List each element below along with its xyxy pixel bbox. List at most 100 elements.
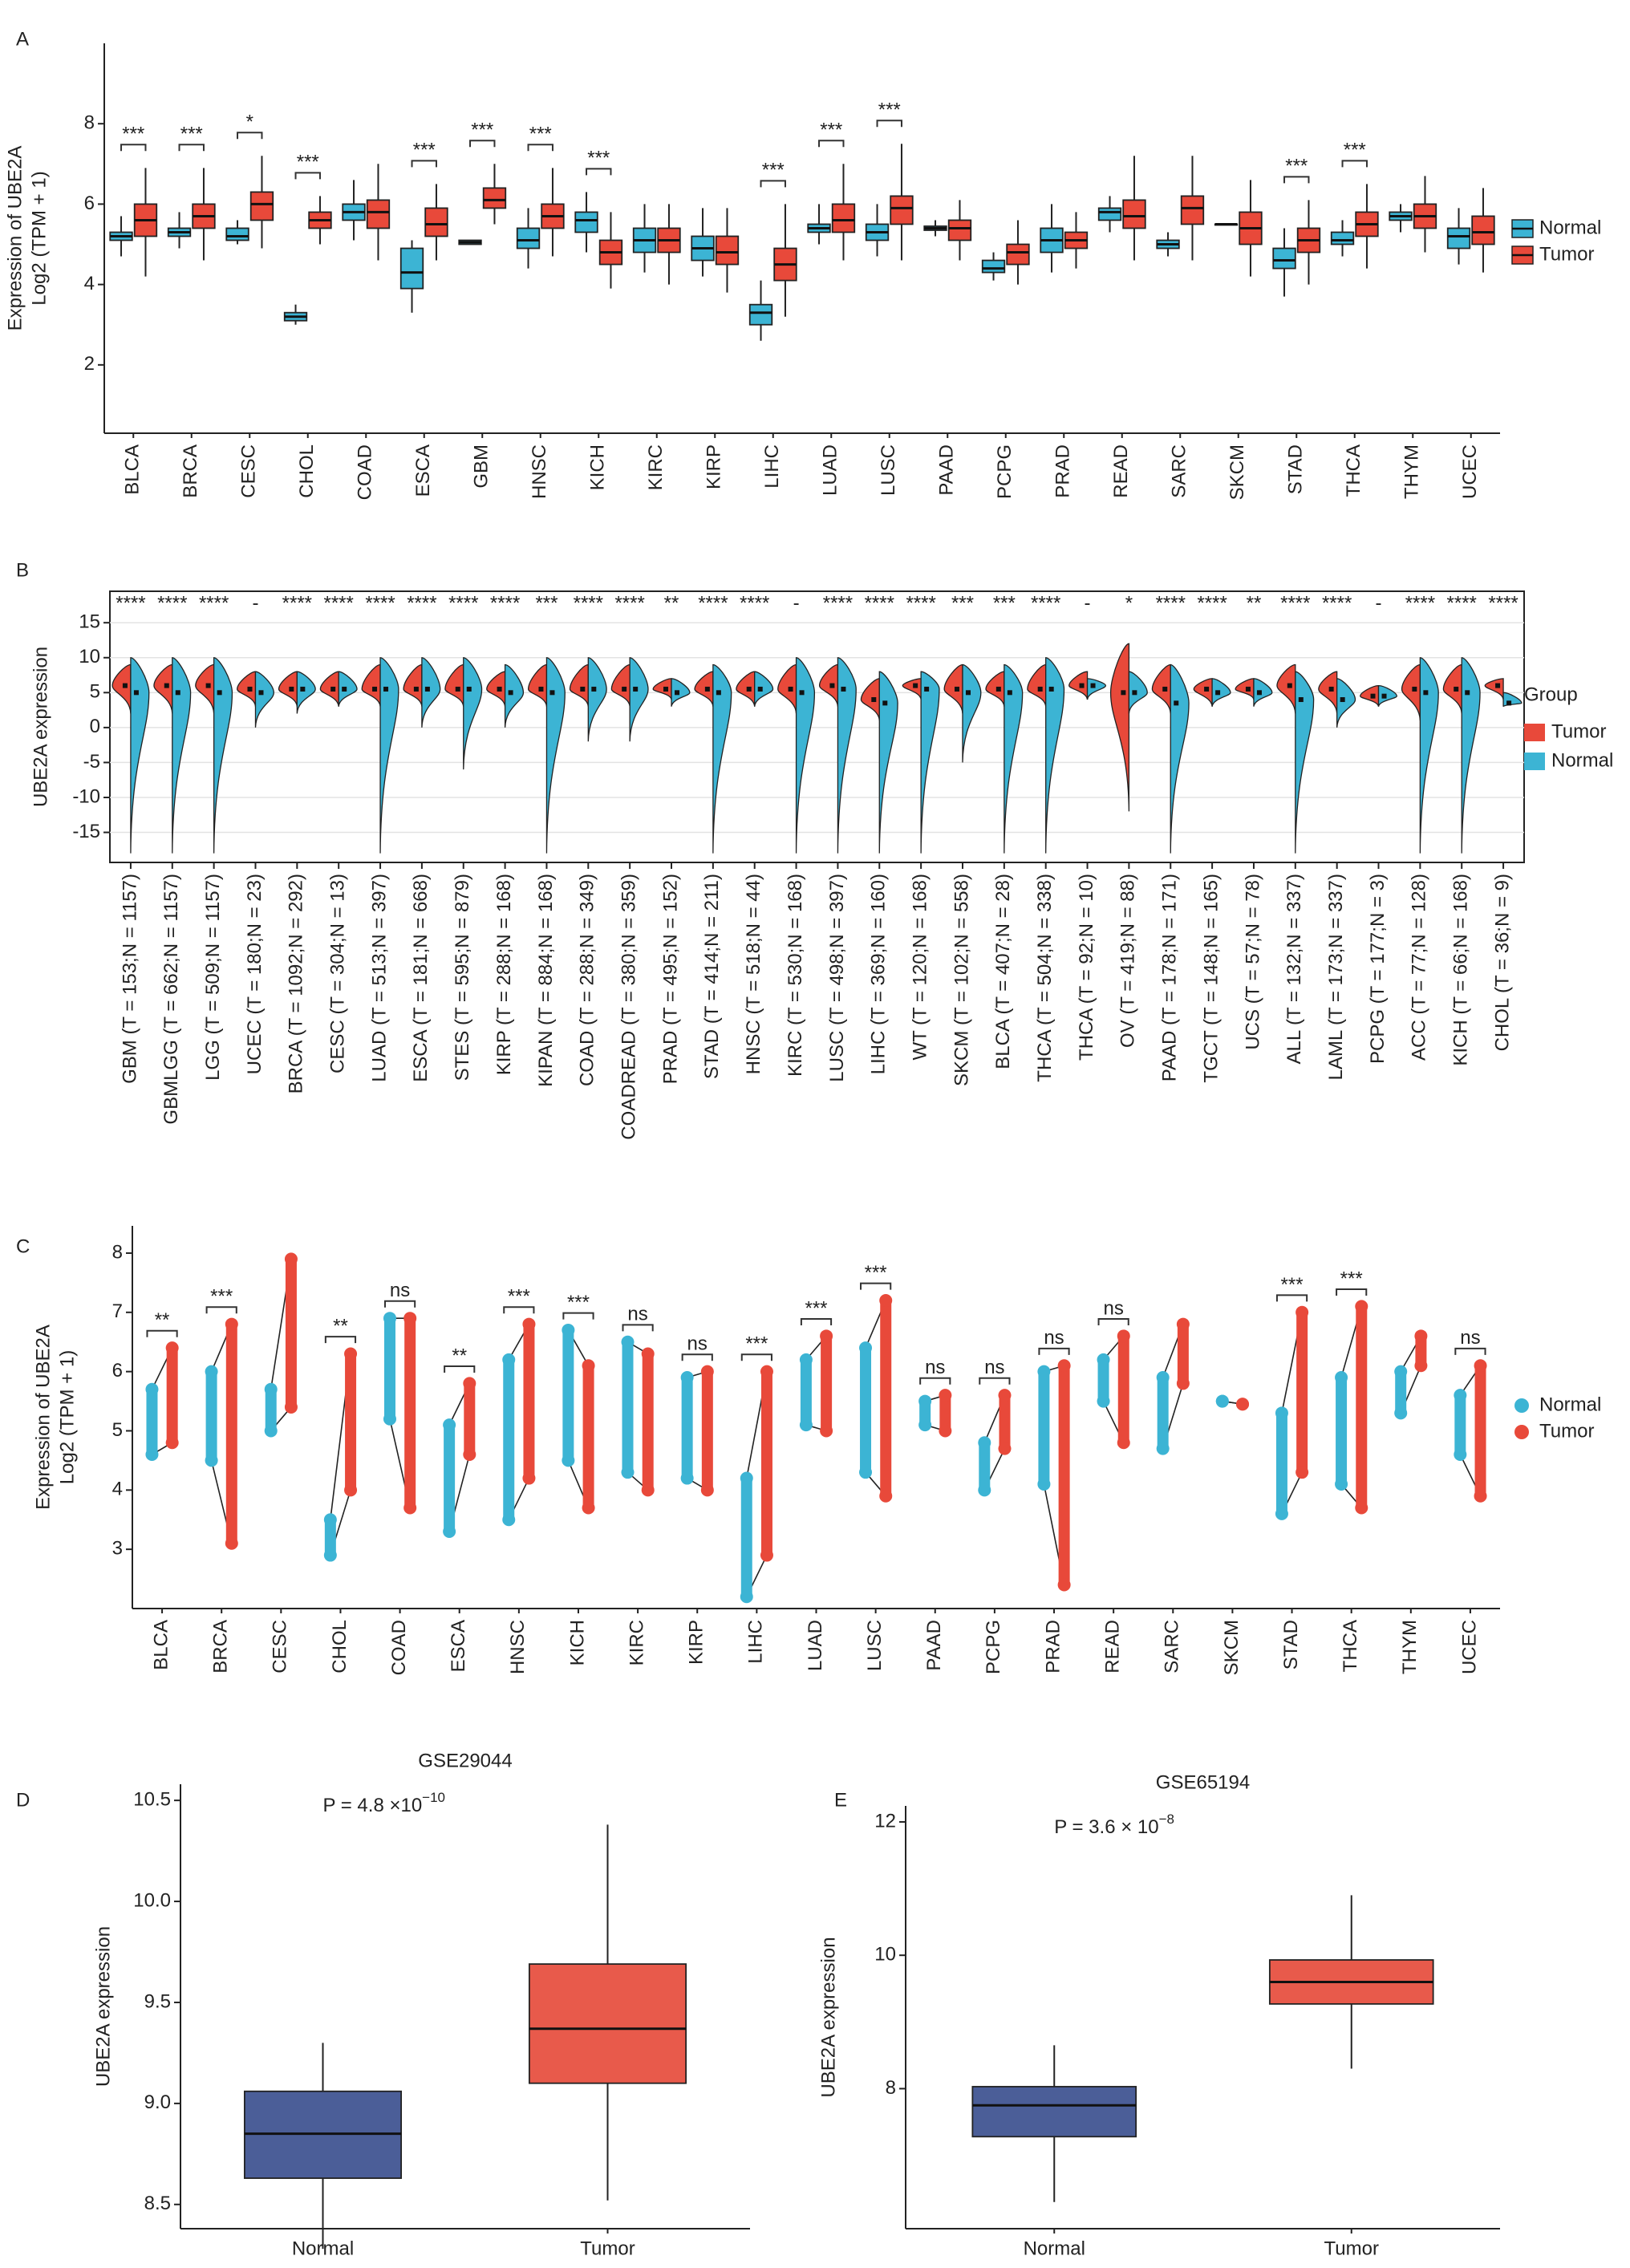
box	[225, 227, 249, 241]
significance-label: ns	[984, 1357, 1004, 1378]
significance-label: ****	[1488, 592, 1518, 614]
median-point	[580, 686, 586, 692]
half-violin	[1109, 643, 1130, 812]
significance-label: ***	[1281, 1274, 1304, 1296]
dot	[1117, 1436, 1130, 1450]
x-tick-label: KIRP	[703, 444, 725, 489]
y-axis-title: Expression of UBE2A	[32, 1325, 54, 1510]
x-tick-label: GBM	[471, 444, 493, 489]
median-point	[1298, 697, 1304, 703]
x-tick-label: THYM	[1401, 444, 1423, 499]
significance-label: ****	[1405, 592, 1435, 614]
dot	[403, 1501, 417, 1515]
significance-label: ***	[471, 120, 493, 141]
half-violin	[278, 671, 298, 707]
x-tick-label: LUAD (T = 513;N = 397)	[368, 874, 390, 1082]
x-tick-label: BLCA	[122, 444, 144, 495]
dot	[1394, 1365, 1408, 1378]
significance-label: ****	[740, 592, 769, 614]
legend-label: Tumor	[1539, 243, 1594, 265]
x-tick-label: ESCA	[412, 444, 434, 497]
box	[482, 187, 507, 209]
median-point	[1090, 683, 1096, 688]
dot	[1454, 1448, 1467, 1462]
dot	[700, 1365, 714, 1378]
x-tick-label: BLCA	[150, 1620, 172, 1670]
half-violin	[1253, 678, 1273, 707]
dot	[225, 1317, 238, 1331]
significance-label: **	[1247, 592, 1262, 614]
dot	[264, 1424, 278, 1438]
significance-label: ***	[878, 99, 901, 121]
y-tick-label: 12	[874, 1810, 896, 1832]
dot	[879, 1294, 893, 1308]
box	[890, 195, 914, 225]
median-point	[1256, 690, 1262, 696]
half-violin	[1027, 663, 1047, 707]
half-violin	[943, 663, 963, 714]
x-tick-label: SKCM	[1221, 1620, 1243, 1675]
significance-label: *	[1125, 592, 1133, 614]
significance-bracket	[1454, 1347, 1486, 1355]
significance-label: **	[664, 592, 679, 614]
dot	[1414, 1359, 1428, 1373]
dot	[344, 1483, 358, 1497]
significance-label: ***	[1285, 156, 1308, 177]
significance-label: -	[252, 592, 258, 614]
significance-label: ****	[116, 592, 145, 614]
dot	[165, 1341, 179, 1355]
significance-bracket	[979, 1377, 1011, 1385]
y-tick-label: 0	[90, 716, 100, 737]
x-tick-label: LUAD	[805, 1620, 826, 1671]
y-axis-title: Log2 (TPM + 1)	[28, 171, 50, 305]
half-violin	[1336, 678, 1356, 728]
dot	[522, 1317, 536, 1331]
significance-label: ns	[1044, 1327, 1064, 1349]
x-tick-label: KIRC (T = 530;N = 168)	[785, 874, 806, 1077]
dot	[820, 1424, 833, 1438]
x-tick-label: KIRP (T = 288;N = 168)	[493, 874, 515, 1075]
x-tick-label: PAAD	[923, 1620, 945, 1671]
p-value: P = 3.6 × 10−8	[1054, 1812, 1174, 1838]
significance-label: ***	[1340, 1268, 1363, 1289]
box	[1272, 247, 1296, 270]
half-violin	[962, 663, 982, 763]
significance-label: ****	[865, 592, 894, 614]
x-tick-label: GBM (T = 153;N = 1157)	[119, 874, 140, 1084]
x-tick-label: KIRC	[626, 1620, 647, 1665]
significance-label: ****	[282, 592, 312, 614]
significance-label: ***	[951, 592, 974, 614]
y-axis-title: UBE2A expression	[817, 1937, 839, 2097]
half-violin	[403, 663, 423, 707]
legend-swatch	[1524, 724, 1545, 741]
x-tick-label: PCPG (T = 177;N = 3)	[1367, 874, 1389, 1064]
x-tick-label: STAD	[1280, 1620, 1302, 1670]
dot	[582, 1501, 595, 1515]
significance-bracket	[205, 1306, 237, 1314]
dot	[978, 1483, 991, 1497]
half-violin	[444, 663, 464, 707]
half-violin	[1276, 663, 1296, 714]
significance-label: ***	[762, 160, 785, 181]
significance-label: ****	[1156, 592, 1186, 614]
y-axis-title: Log2 (TPM + 1)	[56, 1350, 78, 1484]
y-tick-label: 6	[84, 193, 95, 214]
half-violin	[296, 671, 316, 714]
significance-label: ***	[210, 1286, 233, 1308]
dot	[344, 1347, 358, 1361]
y-tick-label: 10	[874, 1944, 896, 1966]
y-axis-title: UBE2A expression	[92, 1926, 114, 2087]
significance-label: ns	[925, 1357, 945, 1378]
half-violin	[1151, 663, 1171, 714]
half-violin	[237, 671, 257, 707]
median-point	[1007, 690, 1012, 696]
significance-label: ****	[490, 592, 520, 614]
x-tick-label: UCEC	[1458, 1620, 1480, 1674]
median-point	[913, 683, 918, 688]
median-point	[716, 690, 721, 696]
y-tick-label: 10.5	[133, 1788, 171, 1810]
x-tick-label: LIHC	[745, 1620, 767, 1664]
significance-label: ***	[535, 592, 558, 614]
dot	[1156, 1371, 1170, 1385]
significance-bracket	[444, 1365, 476, 1373]
